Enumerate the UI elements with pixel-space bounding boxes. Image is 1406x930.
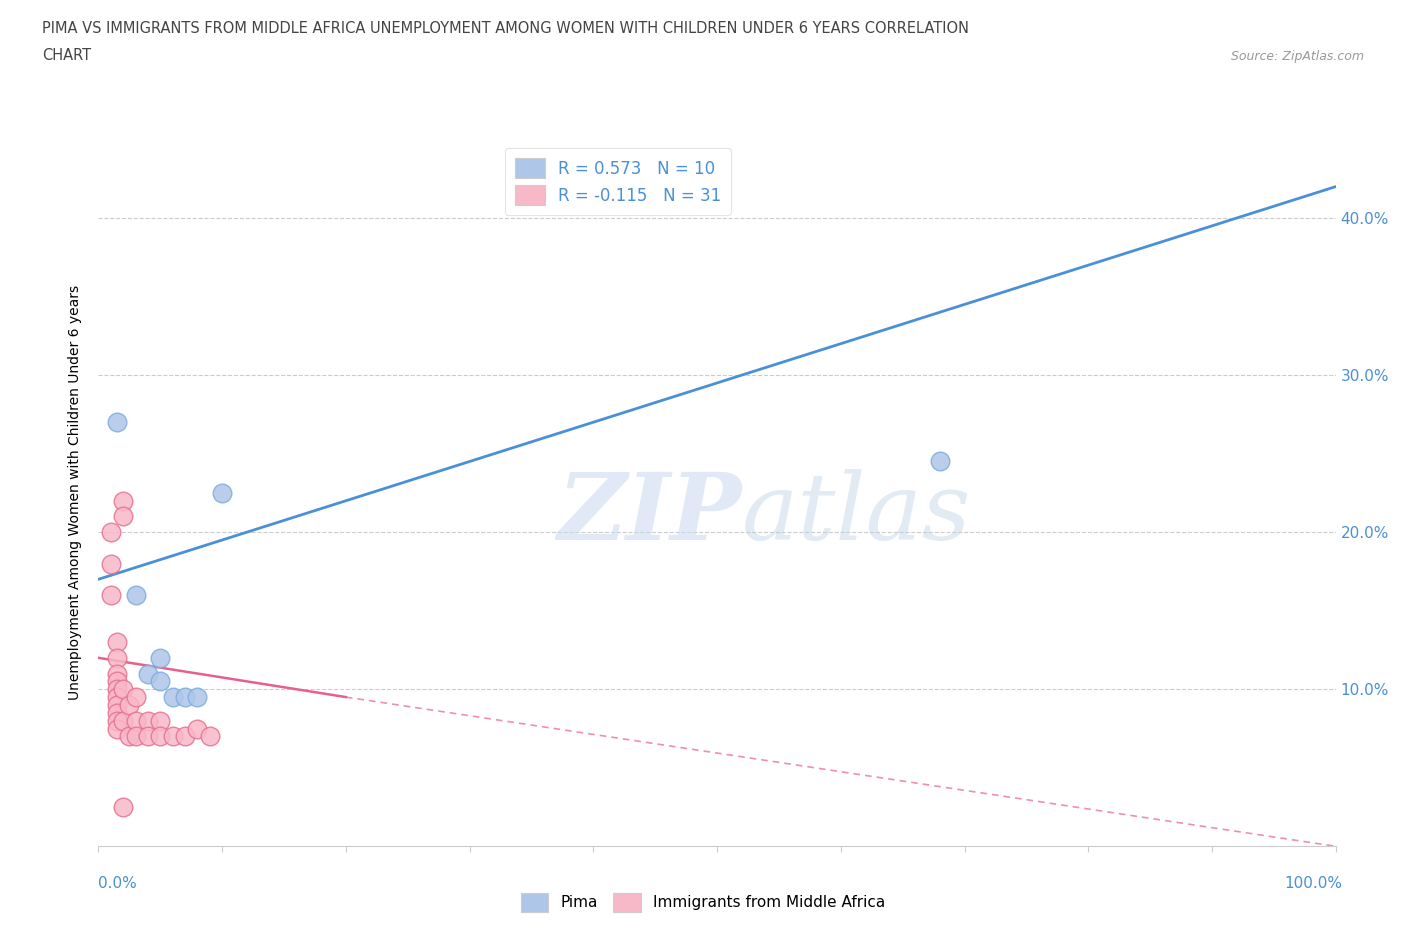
Point: [162, 729, 184, 744]
Point: [105, 713, 128, 728]
Point: [198, 729, 221, 744]
Text: ZIP: ZIP: [558, 469, 742, 559]
Point: [105, 415, 128, 430]
Point: [174, 729, 197, 744]
Text: atlas: atlas: [742, 469, 972, 559]
Point: [149, 674, 172, 689]
Point: [174, 690, 197, 705]
Point: [112, 493, 135, 508]
Point: [162, 690, 184, 705]
Point: [124, 713, 146, 728]
Point: [186, 690, 208, 705]
Point: [105, 705, 128, 720]
Text: Source: ZipAtlas.com: Source: ZipAtlas.com: [1230, 50, 1364, 63]
Point: [136, 713, 159, 728]
Point: [105, 682, 128, 697]
Point: [105, 674, 128, 689]
Point: [105, 721, 128, 736]
Point: [149, 713, 172, 728]
Point: [118, 729, 141, 744]
Point: [124, 690, 146, 705]
Legend: Pima, Immigrants from Middle Africa: Pima, Immigrants from Middle Africa: [515, 887, 891, 918]
Point: [149, 729, 172, 744]
Point: [186, 721, 208, 736]
Point: [928, 454, 950, 469]
Point: [100, 525, 122, 539]
Point: [136, 729, 159, 744]
Point: [112, 713, 135, 728]
Text: CHART: CHART: [42, 48, 91, 63]
Point: [105, 698, 128, 712]
Point: [105, 666, 128, 681]
Point: [136, 666, 159, 681]
Point: [105, 650, 128, 665]
Point: [112, 509, 135, 524]
Text: 100.0%: 100.0%: [1285, 876, 1343, 891]
Point: [149, 650, 172, 665]
Point: [124, 729, 146, 744]
Point: [211, 485, 233, 500]
Text: PIMA VS IMMIGRANTS FROM MIDDLE AFRICA UNEMPLOYMENT AMONG WOMEN WITH CHILDREN UND: PIMA VS IMMIGRANTS FROM MIDDLE AFRICA UN…: [42, 20, 969, 35]
Point: [112, 682, 135, 697]
Point: [118, 698, 141, 712]
Point: [105, 634, 128, 649]
Point: [100, 556, 122, 571]
Point: [100, 588, 122, 603]
Text: 0.0%: 0.0%: [98, 876, 138, 891]
Point: [105, 690, 128, 705]
Y-axis label: Unemployment Among Women with Children Under 6 years: Unemployment Among Women with Children U…: [69, 286, 83, 700]
Point: [124, 588, 146, 603]
Point: [112, 800, 135, 815]
Legend: R = 0.573   N = 10, R = -0.115   N = 31: R = 0.573 N = 10, R = -0.115 N = 31: [505, 148, 731, 215]
